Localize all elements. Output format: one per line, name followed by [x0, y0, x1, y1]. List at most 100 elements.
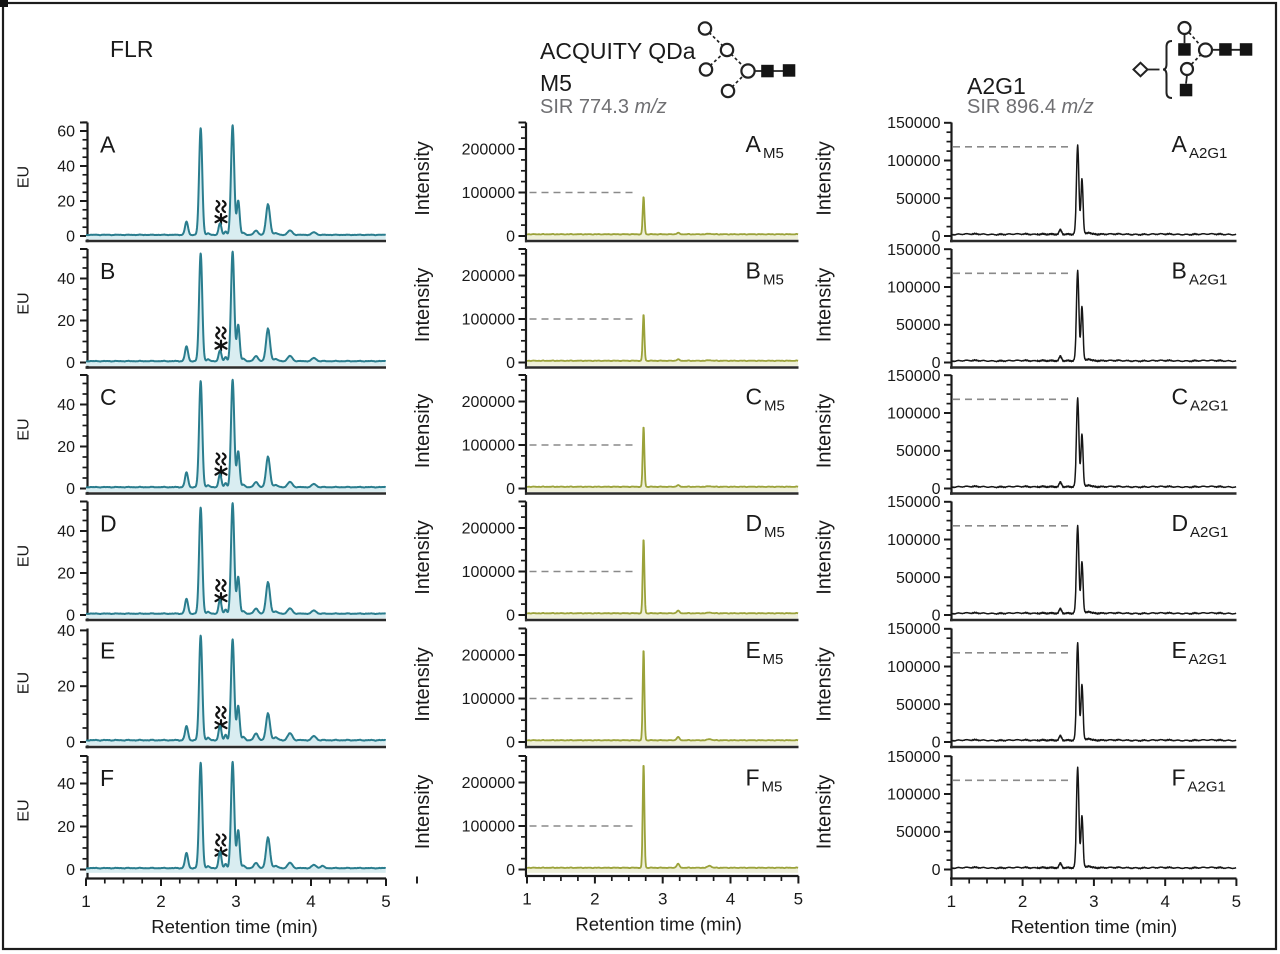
svg-text:50000: 50000	[896, 824, 941, 841]
svg-text:5: 5	[1232, 892, 1241, 911]
svg-text:100000: 100000	[887, 280, 940, 297]
svg-text:200000: 200000	[462, 142, 515, 159]
svg-text:20: 20	[57, 194, 75, 211]
svg-text:1: 1	[81, 892, 90, 911]
svg-text:0: 0	[66, 862, 75, 879]
svg-text:20: 20	[57, 679, 75, 696]
svg-text:A: A	[1172, 131, 1188, 157]
svg-text:100000: 100000	[887, 787, 940, 804]
svg-text:4: 4	[1160, 892, 1169, 911]
svg-text:A2G1: A2G1	[967, 73, 1026, 99]
svg-text:100000: 100000	[462, 819, 515, 836]
svg-text:A: A	[100, 132, 116, 158]
svg-text:Intensity: Intensity	[412, 775, 434, 849]
svg-text:Intensity: Intensity	[412, 647, 434, 721]
svg-text:0: 0	[506, 481, 515, 498]
svg-text:200000: 200000	[462, 521, 515, 538]
svg-text:B: B	[1172, 258, 1187, 284]
svg-text:Retention time (min): Retention time (min)	[575, 914, 742, 935]
svg-text:M5: M5	[762, 779, 783, 796]
svg-text:EU: EU	[16, 545, 33, 567]
svg-text:A2G1: A2G1	[1189, 651, 1227, 668]
svg-text:0: 0	[932, 608, 941, 625]
svg-text:A2G1: A2G1	[1190, 524, 1228, 541]
svg-text:3: 3	[1089, 892, 1098, 911]
svg-text:Intensity: Intensity	[412, 520, 434, 594]
svg-text:200000: 200000	[462, 268, 515, 285]
svg-text:150000: 150000	[887, 749, 940, 766]
svg-text:0: 0	[66, 355, 75, 372]
svg-text:0: 0	[66, 229, 75, 246]
svg-text:20: 20	[57, 313, 75, 330]
svg-text:0: 0	[506, 229, 515, 246]
svg-text:150000: 150000	[887, 621, 940, 638]
svg-text:Retention time (min): Retention time (min)	[1011, 916, 1178, 937]
svg-text:D: D	[100, 511, 117, 537]
svg-text:50000: 50000	[896, 317, 941, 334]
svg-text:Intensity: Intensity	[814, 520, 836, 594]
svg-text:M5: M5	[540, 70, 572, 96]
svg-text:Intensity: Intensity	[814, 647, 836, 721]
svg-text:2: 2	[590, 890, 599, 909]
svg-text:B: B	[100, 258, 115, 284]
svg-text:50000: 50000	[896, 443, 941, 460]
svg-text:100000: 100000	[887, 659, 940, 676]
svg-text:100000: 100000	[462, 312, 515, 329]
svg-text:EU: EU	[16, 672, 33, 694]
svg-text:20: 20	[57, 566, 75, 583]
svg-text:C: C	[746, 384, 763, 410]
svg-text:M5: M5	[763, 651, 784, 668]
svg-text:0: 0	[506, 608, 515, 625]
svg-text:150000: 150000	[887, 242, 940, 259]
svg-text:0: 0	[932, 229, 941, 246]
svg-text:40: 40	[57, 524, 75, 541]
svg-text:4: 4	[306, 892, 315, 911]
svg-text:E: E	[746, 637, 761, 663]
svg-text:EU: EU	[16, 418, 33, 440]
svg-text:100000: 100000	[462, 564, 515, 581]
svg-text:C: C	[1172, 384, 1189, 410]
svg-text:100000: 100000	[887, 406, 940, 423]
svg-text:D: D	[1172, 510, 1189, 536]
svg-text:Intensity: Intensity	[814, 775, 836, 849]
svg-text:40: 40	[57, 623, 75, 640]
svg-text:60: 60	[57, 124, 75, 141]
svg-text:50000: 50000	[896, 570, 941, 587]
svg-text:EU: EU	[16, 166, 33, 188]
svg-text:A2G1: A2G1	[1189, 272, 1227, 289]
svg-text:5: 5	[794, 890, 803, 909]
svg-text:E: E	[1172, 637, 1187, 663]
svg-text:3: 3	[658, 890, 667, 909]
svg-text:EU: EU	[16, 799, 33, 821]
svg-text:ACQUITY QDa: ACQUITY QDa	[540, 38, 696, 64]
svg-text:200000: 200000	[462, 394, 515, 411]
svg-text:A: A	[746, 131, 762, 157]
svg-text:100000: 100000	[462, 438, 515, 455]
svg-text:Intensity: Intensity	[814, 268, 836, 342]
svg-text:50000: 50000	[896, 697, 941, 714]
svg-text:M5: M5	[763, 272, 784, 289]
svg-text:FLR: FLR	[110, 36, 153, 62]
svg-text:100000: 100000	[887, 153, 940, 170]
svg-text:50000: 50000	[896, 191, 941, 208]
svg-text:B: B	[746, 258, 761, 284]
svg-text:M5: M5	[763, 145, 784, 162]
svg-text:150000: 150000	[887, 368, 940, 385]
svg-text:1: 1	[947, 892, 956, 911]
svg-text:5: 5	[381, 892, 390, 911]
svg-text:F: F	[746, 765, 760, 791]
svg-text:C: C	[100, 384, 117, 410]
svg-text:F: F	[100, 765, 114, 791]
svg-text:Retention time (min): Retention time (min)	[151, 916, 318, 937]
svg-text:0: 0	[932, 862, 941, 879]
svg-text:150000: 150000	[887, 115, 940, 132]
svg-text:0: 0	[66, 481, 75, 498]
svg-text:EU: EU	[16, 292, 33, 314]
svg-text:150000: 150000	[887, 494, 940, 511]
svg-text:40: 40	[57, 397, 75, 414]
svg-text:Intensity: Intensity	[412, 141, 434, 215]
svg-text:D: D	[746, 510, 763, 536]
svg-text:100000: 100000	[887, 532, 940, 549]
svg-text:M5: M5	[764, 398, 785, 415]
svg-text:100000: 100000	[462, 691, 515, 708]
